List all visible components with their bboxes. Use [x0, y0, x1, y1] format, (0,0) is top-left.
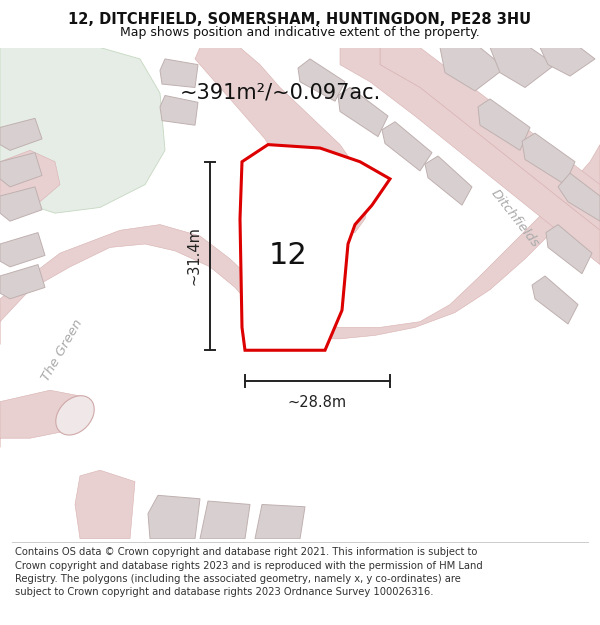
Text: 12: 12 — [269, 241, 307, 270]
Polygon shape — [0, 152, 42, 187]
Polygon shape — [160, 59, 198, 88]
Polygon shape — [490, 48, 555, 88]
Polygon shape — [540, 48, 595, 76]
Polygon shape — [338, 88, 388, 137]
Text: Contains OS data © Crown copyright and database right 2021. This information is : Contains OS data © Crown copyright and d… — [15, 548, 483, 597]
Polygon shape — [0, 144, 600, 344]
Text: ~391m²/~0.097ac.: ~391m²/~0.097ac. — [179, 82, 380, 102]
Polygon shape — [0, 390, 90, 448]
Polygon shape — [298, 59, 345, 101]
Text: 12, DITCHFIELD, SOMERSHAM, HUNTINGDON, PE28 3HU: 12, DITCHFIELD, SOMERSHAM, HUNTINGDON, P… — [68, 12, 532, 27]
Polygon shape — [148, 496, 200, 539]
Text: Ditchfields: Ditchfields — [488, 188, 542, 251]
Polygon shape — [240, 144, 390, 350]
Text: Map shows position and indicative extent of the property.: Map shows position and indicative extent… — [120, 26, 480, 39]
Polygon shape — [546, 224, 592, 274]
Polygon shape — [160, 96, 198, 125]
Polygon shape — [0, 151, 60, 210]
Polygon shape — [0, 264, 45, 299]
Polygon shape — [0, 232, 45, 267]
Polygon shape — [522, 133, 575, 184]
Polygon shape — [558, 173, 600, 221]
Polygon shape — [0, 187, 42, 221]
Text: The Green: The Green — [39, 317, 85, 384]
Polygon shape — [425, 156, 472, 205]
Polygon shape — [440, 48, 505, 91]
Polygon shape — [200, 501, 250, 539]
Polygon shape — [340, 48, 600, 264]
Polygon shape — [0, 48, 165, 213]
Polygon shape — [382, 122, 432, 171]
Polygon shape — [532, 276, 578, 324]
Polygon shape — [195, 48, 370, 236]
Polygon shape — [255, 504, 305, 539]
Polygon shape — [380, 48, 600, 230]
Polygon shape — [0, 118, 42, 151]
Text: ~31.4m: ~31.4m — [187, 226, 202, 286]
Text: ~28.8m: ~28.8m — [288, 395, 347, 410]
Polygon shape — [478, 99, 530, 151]
Ellipse shape — [56, 396, 94, 435]
Polygon shape — [75, 470, 135, 539]
